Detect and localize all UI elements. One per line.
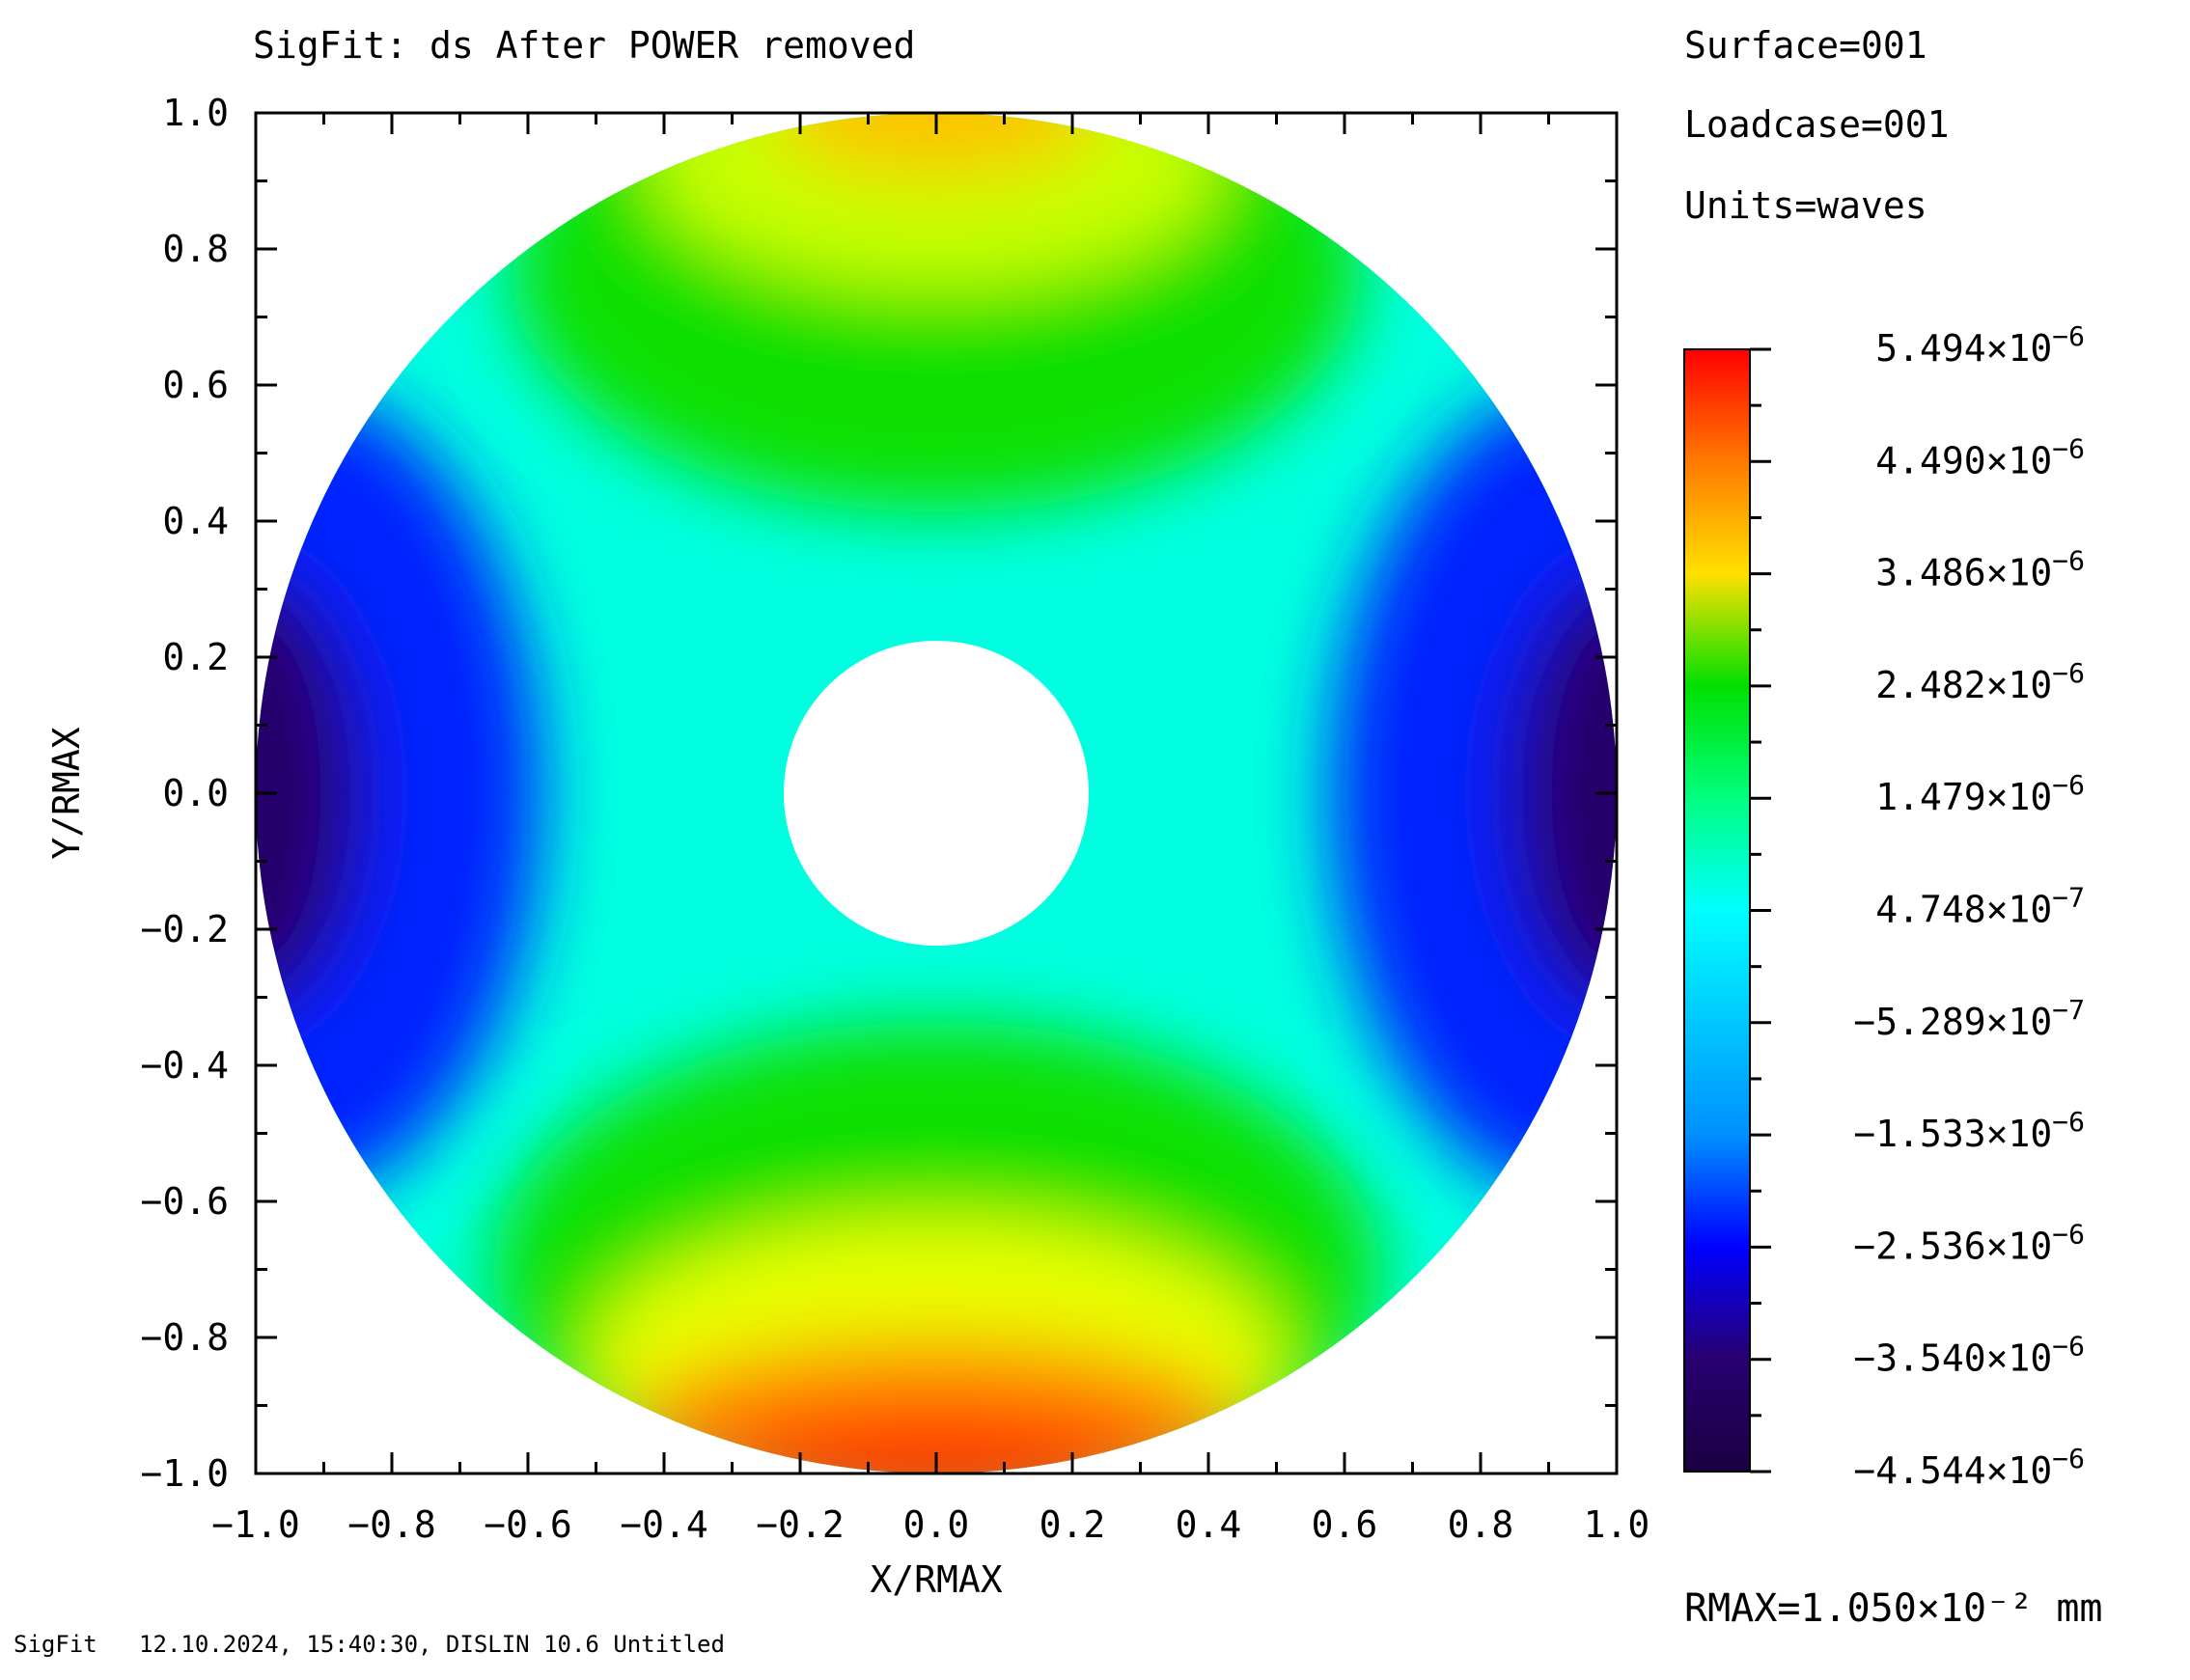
colorbar [1683, 348, 1751, 1473]
colorbar-label: −3.540×10−6 [1853, 1331, 2085, 1380]
y-tick-label: 0.8 [162, 228, 229, 270]
colorbar-label: −5.289×10−7 [1853, 994, 2085, 1043]
x-tick-label: −0.4 [620, 1503, 708, 1546]
y-tick-label: −1.0 [140, 1452, 229, 1495]
units-label: Units=waves [1684, 184, 1927, 227]
colorbar-label: 4.748×10−7 [1875, 882, 2085, 931]
x-tick-label: 1.0 [1584, 1503, 1650, 1546]
colorbar-label: −2.536×10−6 [1853, 1218, 2085, 1267]
y-tick-label: 0.4 [162, 500, 229, 542]
y-tick-label: −0.2 [140, 908, 229, 950]
x-tick-label: 0.0 [903, 1503, 970, 1546]
y-tick-label: −0.4 [140, 1044, 229, 1087]
x-tick-label: 0.8 [1448, 1503, 1514, 1546]
colorbar-label: 1.479×10−6 [1875, 769, 2085, 818]
x-tick-label: −1.0 [211, 1503, 300, 1546]
y-axis-label: Y/RMAX [45, 727, 88, 859]
y-tick-label: −0.8 [140, 1316, 229, 1359]
chart-title: SigFit: ds After POWER removed [253, 24, 915, 67]
x-tick-label: −0.8 [347, 1503, 436, 1546]
colorbar-label: 2.482×10−6 [1875, 657, 2085, 706]
y-tick-label: −0.6 [140, 1180, 229, 1223]
rmax-label: RMAX=1.050×10⁻² mm [1684, 1586, 2102, 1631]
loadcase-label: Loadcase=001 [1684, 103, 1950, 146]
colorbar-label: 3.486×10−6 [1875, 545, 2085, 594]
x-tick-label: −0.2 [756, 1503, 845, 1546]
x-tick-label: 0.2 [1040, 1503, 1106, 1546]
colorbar-labels: 5.494×10−6 4.490×10−6 3.486×10−6 2.482×10−6… [1750, 320, 2085, 1492]
axis-ticks [254, 111, 1619, 1475]
y-tick-label: 0.0 [162, 772, 229, 814]
colorbar-label: −1.533×10−6 [1853, 1106, 2085, 1155]
y-tick-label: 0.6 [162, 364, 229, 406]
colorbar-label: 5.494×10−6 [1875, 320, 2085, 370]
footer-info: SigFit 12.10.2024, 15:40:30, DISLIN 10.6… [14, 1631, 725, 1658]
x-axis-label: X/RMAX [870, 1558, 1002, 1601]
colorbar-label: −4.544×10−6 [1853, 1443, 2085, 1492]
x-tick-label: 0.6 [1312, 1503, 1378, 1546]
colorbar-gradient [1683, 348, 1751, 1473]
axis-tick-labels: −1.0 −0.8 −0.6 −0.4 −0.2 0.0 0.2 0.4 0.6 0.8 1.0 1.… [140, 92, 1649, 1546]
colorbar-label: 4.490×10−6 [1875, 432, 2085, 482]
surface-map [256, 113, 1617, 1473]
y-tick-label: 1.0 [162, 92, 229, 134]
surface-label: Surface=001 [1684, 24, 1927, 67]
x-tick-label: −0.6 [484, 1503, 572, 1546]
x-tick-label: 0.4 [1176, 1503, 1242, 1546]
y-tick-label: 0.2 [162, 636, 229, 678]
